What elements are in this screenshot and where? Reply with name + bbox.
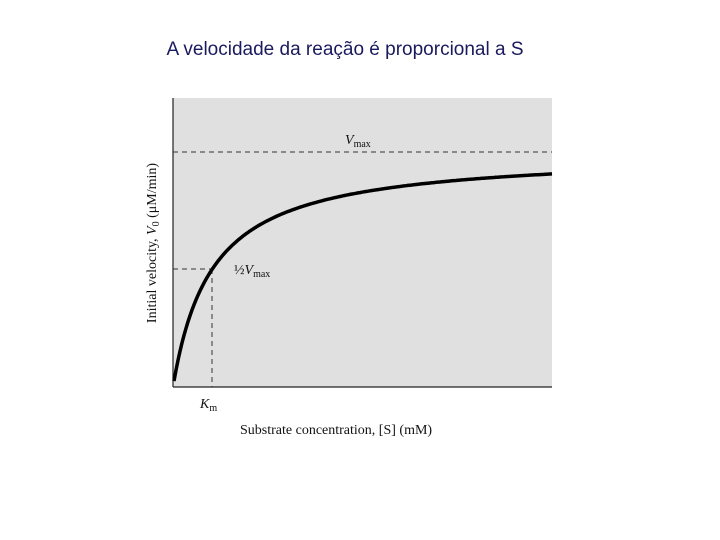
slide-title: A velocidade da reação é proporcional a … — [166, 39, 523, 60]
saturation-curve — [172, 172, 553, 382]
half-vmax-label: ½Vmax — [234, 263, 270, 280]
x-axis-label: Substrate concentration, [S] (mM) — [240, 423, 432, 438]
vmax-label: Vmax — [345, 133, 371, 150]
y-axis-label: Initial velocity, V0 (μM/min) — [145, 163, 162, 323]
km-label: Km — [199, 397, 217, 414]
